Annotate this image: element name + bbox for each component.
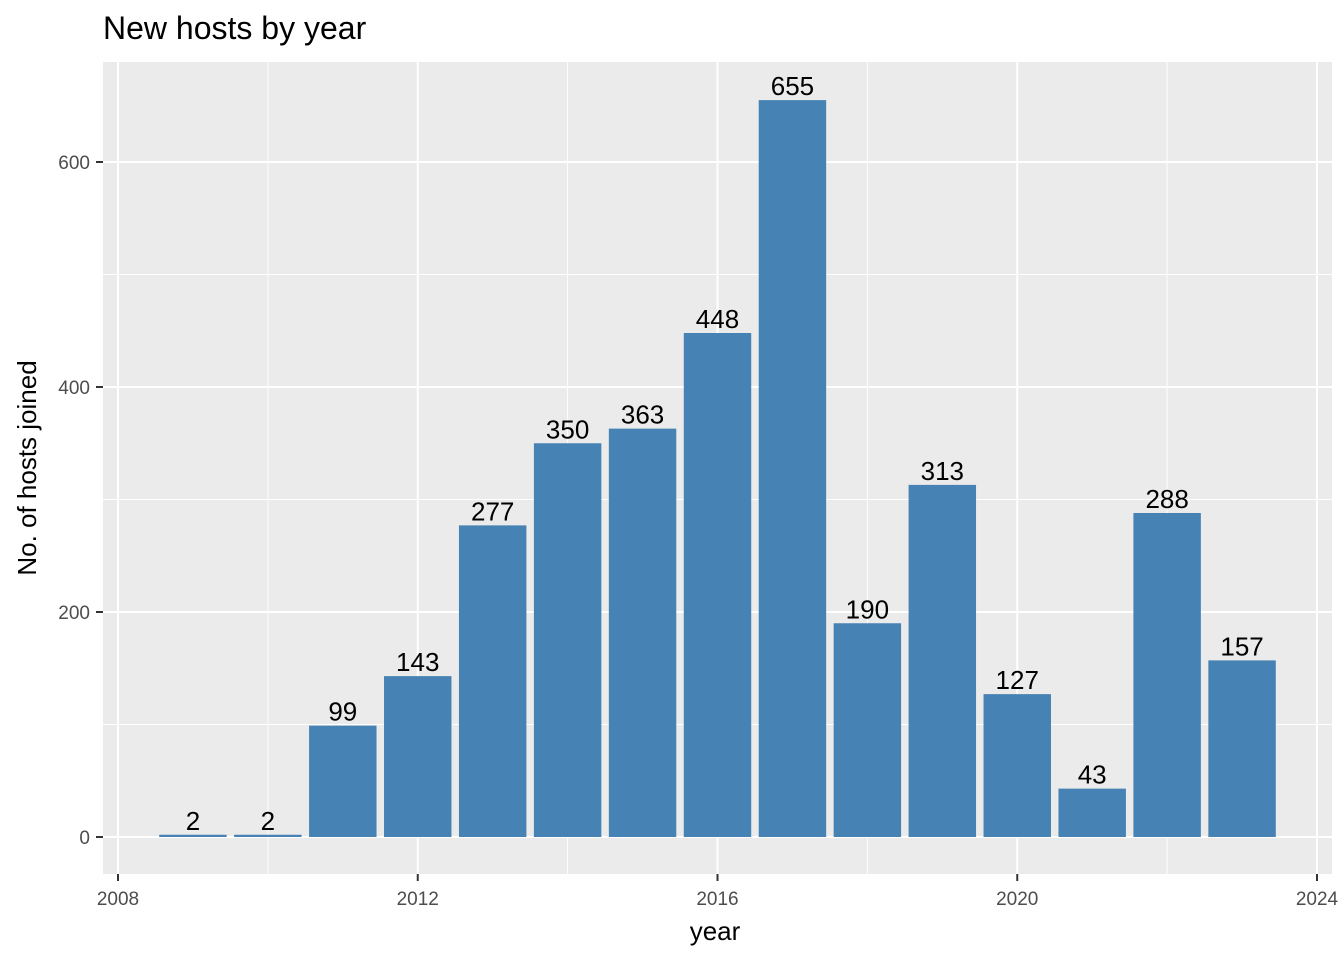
bar <box>608 428 677 837</box>
bar-value-label: 448 <box>696 304 739 334</box>
bar-value-label: 350 <box>546 414 589 444</box>
y-tick-label: 200 <box>58 603 90 624</box>
y-axis: 0 200 400 600 <box>58 153 103 849</box>
x-axis: 2008 2012 2016 2020 2024 <box>97 874 1339 910</box>
y-tick-label: 0 <box>79 828 90 849</box>
y-axis-title: No. of hosts joined <box>12 360 42 575</box>
bar-value-label: 277 <box>471 496 514 526</box>
y-tick-label: 600 <box>58 153 90 174</box>
bar <box>833 623 902 837</box>
bar-value-label: 157 <box>1220 631 1263 661</box>
bar <box>1208 660 1276 837</box>
bar-value-label: 190 <box>846 594 889 624</box>
bar-value-label: 655 <box>771 71 814 101</box>
bar <box>384 676 452 837</box>
chart-title: New hosts by year <box>103 10 367 46</box>
bar <box>683 333 752 837</box>
bar-value-label: 313 <box>921 456 964 486</box>
bar-value-label: 288 <box>1145 484 1188 514</box>
x-tick-label: 2012 <box>397 889 439 910</box>
bar <box>159 834 227 837</box>
x-axis-title: year <box>690 916 741 946</box>
bar <box>908 484 977 837</box>
bar-value-label: 99 <box>328 697 357 727</box>
bar <box>533 443 602 837</box>
bar-value-label: 127 <box>996 665 1039 695</box>
y-tick-label: 400 <box>58 378 90 399</box>
bar-labels: 2 2 99 143 277 350 363 448 655 190 313 127 43 288 157 <box>186 71 1264 836</box>
x-tick-label: 2008 <box>97 889 139 910</box>
major-grid <box>103 62 1332 874</box>
bar <box>758 100 827 837</box>
bar-value-label: 2 <box>186 806 200 836</box>
bar <box>1133 513 1201 837</box>
bars <box>159 100 1276 837</box>
bar-value-label: 2 <box>261 806 275 836</box>
bar-value-label: 143 <box>396 647 439 677</box>
bar <box>1058 788 1126 837</box>
bar-value-label: 43 <box>1078 760 1107 790</box>
bar <box>234 834 302 837</box>
x-tick-label: 2020 <box>996 889 1038 910</box>
bar <box>458 525 527 837</box>
x-tick-label: 2024 <box>1296 889 1339 910</box>
bar <box>309 725 377 837</box>
x-tick-label: 2016 <box>696 889 738 910</box>
bar-value-label: 363 <box>621 400 664 430</box>
bar <box>983 694 1051 837</box>
